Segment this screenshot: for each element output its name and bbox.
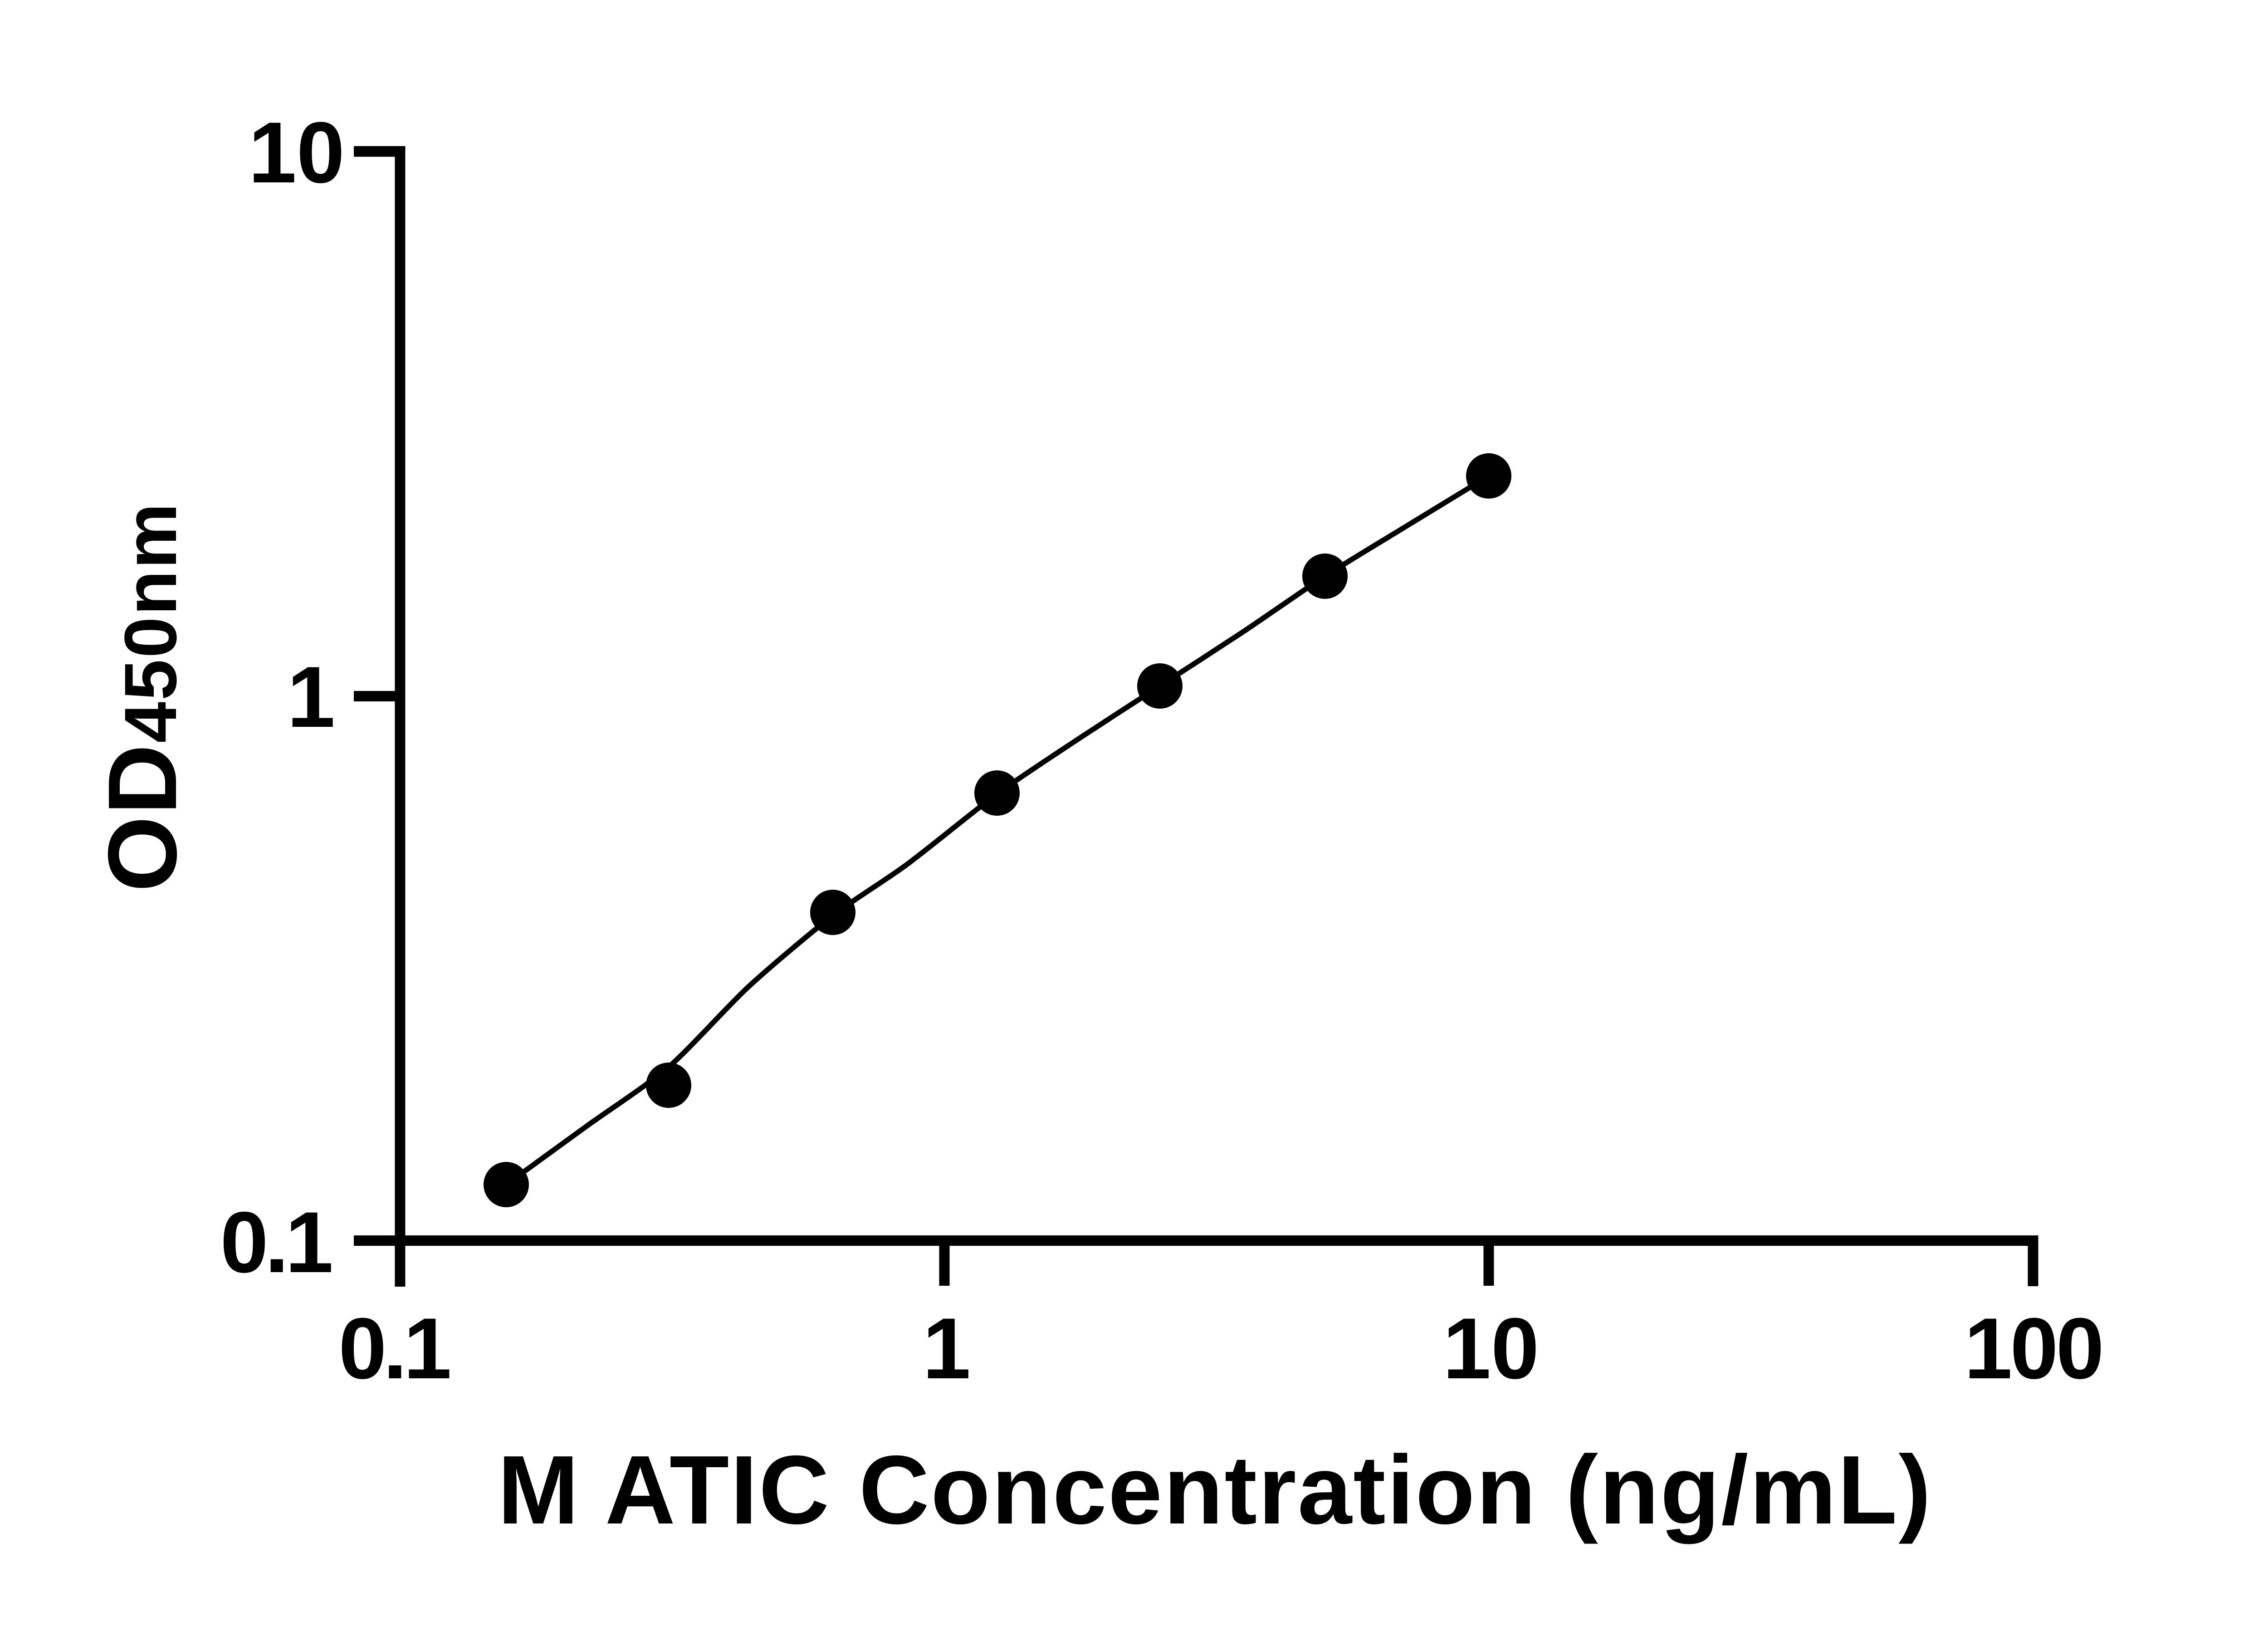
svg-text:10: 10 [1443, 1300, 1539, 1397]
svg-text:10: 10 [249, 104, 345, 201]
svg-text:1: 1 [287, 649, 335, 745]
svg-text:100: 100 [1964, 1300, 2102, 1397]
svg-text:1: 1 [923, 1300, 971, 1397]
svg-text:0.1: 0.1 [338, 1300, 449, 1397]
svg-text:M ATIC Concentration (ng/mL): M ATIC Concentration (ng/mL) [498, 1435, 1931, 1544]
svg-text:0.1: 0.1 [220, 1194, 331, 1291]
